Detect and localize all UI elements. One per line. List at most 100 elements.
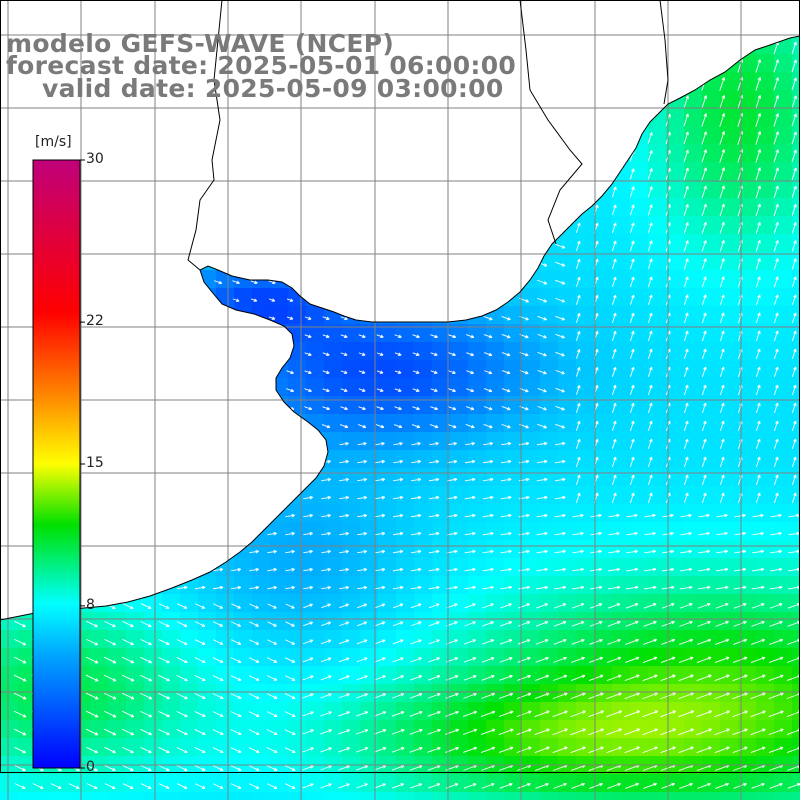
wind-arrow xyxy=(392,621,404,627)
wind-arrow xyxy=(755,294,761,306)
wind-arrow xyxy=(321,585,331,590)
wind-arrow xyxy=(158,656,170,664)
wind-arrow xyxy=(394,334,402,339)
wind-arrow xyxy=(68,783,80,789)
wind-arrow xyxy=(716,549,728,554)
wind-arrow xyxy=(194,693,206,700)
wind-arrow xyxy=(284,711,296,717)
wind-arrow xyxy=(773,330,779,342)
wind-arrow xyxy=(393,459,403,464)
wind-arrow xyxy=(629,294,635,306)
wind-arrow xyxy=(121,710,135,718)
wind-arrow xyxy=(773,59,779,73)
wind-arrow xyxy=(536,603,549,609)
wind-arrow xyxy=(393,513,404,518)
wind-arrow xyxy=(212,747,224,753)
wind-arrow xyxy=(230,783,242,789)
wind-arrow xyxy=(13,674,27,682)
wind-arrow xyxy=(122,765,134,772)
wind-arrow xyxy=(575,456,581,468)
wind-arrow xyxy=(266,747,278,753)
wind-arrow xyxy=(555,351,565,357)
wind-arrow xyxy=(642,728,659,736)
wind-arrow xyxy=(86,764,98,772)
wind-arrow xyxy=(500,513,512,518)
wind-arrow xyxy=(719,384,725,396)
wind-arrow xyxy=(376,370,384,374)
wind-arrow xyxy=(391,765,405,771)
wind-arrow xyxy=(589,782,603,789)
wind-arrow xyxy=(412,388,420,392)
wind-arrow xyxy=(464,639,477,645)
wind-arrow xyxy=(85,728,99,736)
wind-arrow xyxy=(374,639,386,645)
wind-arrow xyxy=(103,692,117,700)
wind-arrow xyxy=(606,746,622,754)
wind-arrow xyxy=(176,585,188,590)
wind-arrow xyxy=(755,149,762,163)
wind-arrow xyxy=(212,675,224,681)
wind-arrow xyxy=(140,603,152,609)
wind-arrow xyxy=(715,620,729,627)
wind-arrow xyxy=(357,459,367,464)
wind-arrow xyxy=(732,710,748,718)
wind-arrow xyxy=(464,531,476,536)
wind-arrow xyxy=(719,312,725,324)
wind-arrow xyxy=(267,621,277,627)
wind-arrow xyxy=(715,602,729,609)
wind-arrow xyxy=(302,711,314,717)
wind-arrow xyxy=(734,513,746,518)
wind-arrow xyxy=(393,424,403,429)
wind-arrow xyxy=(463,674,477,681)
wind-arrow xyxy=(447,459,458,464)
wind-arrow xyxy=(230,657,242,663)
wind-arrow xyxy=(590,531,602,536)
wind-arrow xyxy=(501,388,511,393)
wind-arrow xyxy=(643,620,657,627)
wind-arrow xyxy=(552,728,568,736)
wind-arrow xyxy=(104,638,117,646)
wind-arrow xyxy=(683,474,689,486)
wind-arrow xyxy=(339,441,349,446)
wind-arrow xyxy=(250,280,258,284)
wind-arrow xyxy=(375,567,386,572)
wind-arrow xyxy=(321,531,331,536)
wind-arrow xyxy=(773,95,779,109)
wind-arrow xyxy=(791,294,797,306)
wind-arrow xyxy=(647,456,653,468)
wind-arrow xyxy=(554,549,566,554)
wind-arrow xyxy=(624,674,640,682)
wind-arrow xyxy=(303,531,313,536)
wind-arrow xyxy=(611,258,617,270)
wind-arrow xyxy=(719,131,726,145)
wind-arrow xyxy=(267,585,277,590)
wind-arrow xyxy=(750,674,766,682)
wind-arrow xyxy=(158,747,170,754)
wind-arrow xyxy=(373,711,387,717)
wind-arrow xyxy=(570,692,586,700)
wind-arrow xyxy=(427,783,441,789)
wind-arrow xyxy=(340,388,348,392)
wind-arrow xyxy=(701,312,707,324)
wind-arrow xyxy=(611,420,617,432)
wind-arrow xyxy=(644,513,656,518)
wind-arrow xyxy=(698,531,710,536)
wind-arrow xyxy=(537,387,547,393)
wind-arrow xyxy=(553,638,567,645)
wind-arrow xyxy=(683,240,689,252)
wind-arrow xyxy=(267,639,277,645)
wind-arrow xyxy=(466,352,474,357)
wind-arrow xyxy=(683,366,689,378)
wind-arrow xyxy=(536,567,548,572)
wind-arrow xyxy=(733,567,747,572)
wind-arrow xyxy=(501,334,511,339)
wind-arrow xyxy=(482,477,494,482)
wind-arrow xyxy=(429,424,439,429)
wind-arrow xyxy=(773,185,779,199)
wind-arrow xyxy=(732,728,748,736)
wind-arrow xyxy=(357,513,368,518)
wind-arrow xyxy=(465,334,475,339)
wind-arrow xyxy=(733,602,747,609)
wind-arrow xyxy=(357,424,367,429)
